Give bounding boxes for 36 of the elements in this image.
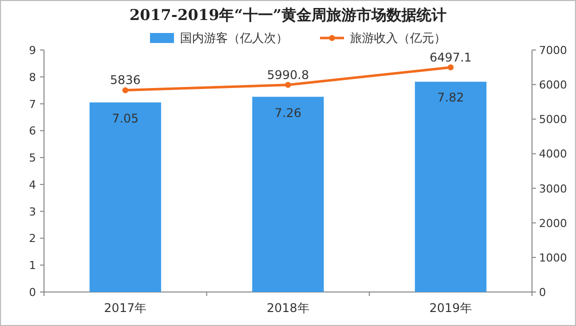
y2-tick-label: 1000 <box>539 251 567 264</box>
y2-tick-label: 5000 <box>539 113 567 126</box>
legend-label: 国内游客（亿人次） <box>180 31 288 45</box>
x-tick-label: 2017年 <box>104 301 147 315</box>
legend-label: 旅游收入（亿元） <box>350 31 446 45</box>
y2-tick-label: 7000 <box>539 44 567 57</box>
y-tick-label: 4 <box>29 178 36 192</box>
point <box>122 87 128 94</box>
chart-title: 2017-2019年“十一”黄金周旅游市场数据统计 <box>130 6 446 24</box>
y2-tick-label: 0 <box>539 286 546 299</box>
y-tick-label: 3 <box>29 205 36 218</box>
data-label: 5990.8 <box>267 68 309 82</box>
y-tick-label: 5 <box>29 152 36 165</box>
bar <box>90 102 162 292</box>
y-tick-label: 2 <box>29 232 36 246</box>
y-tick-label: 7 <box>29 98 36 111</box>
data-label: 6497.1 <box>430 50 472 64</box>
y2-tick-label: 6000 <box>539 78 567 92</box>
data-label: 5836 <box>110 73 141 88</box>
y2-tick-label: 2000 <box>539 216 567 230</box>
y2-tick-label: 4000 <box>539 148 567 161</box>
bar <box>414 82 486 292</box>
y-tick-label: 9 <box>29 44 36 57</box>
y-tick-label: 6 <box>29 124 36 138</box>
x-tick-label: 2018年 <box>266 301 310 315</box>
y-tick-label: 0 <box>29 286 36 299</box>
point <box>285 82 291 88</box>
data-label: 7.82 <box>437 90 464 105</box>
x-tick-label: 2019年 <box>429 301 472 315</box>
point <box>448 64 454 70</box>
bar <box>252 96 324 292</box>
y2-tick-label: 3000 <box>539 182 567 196</box>
y-tick-label: 1 <box>29 259 36 272</box>
y-tick-label: 8 <box>29 70 36 84</box>
data-label: 7.05 <box>112 111 139 126</box>
data-label: 7.26 <box>274 106 302 120</box>
